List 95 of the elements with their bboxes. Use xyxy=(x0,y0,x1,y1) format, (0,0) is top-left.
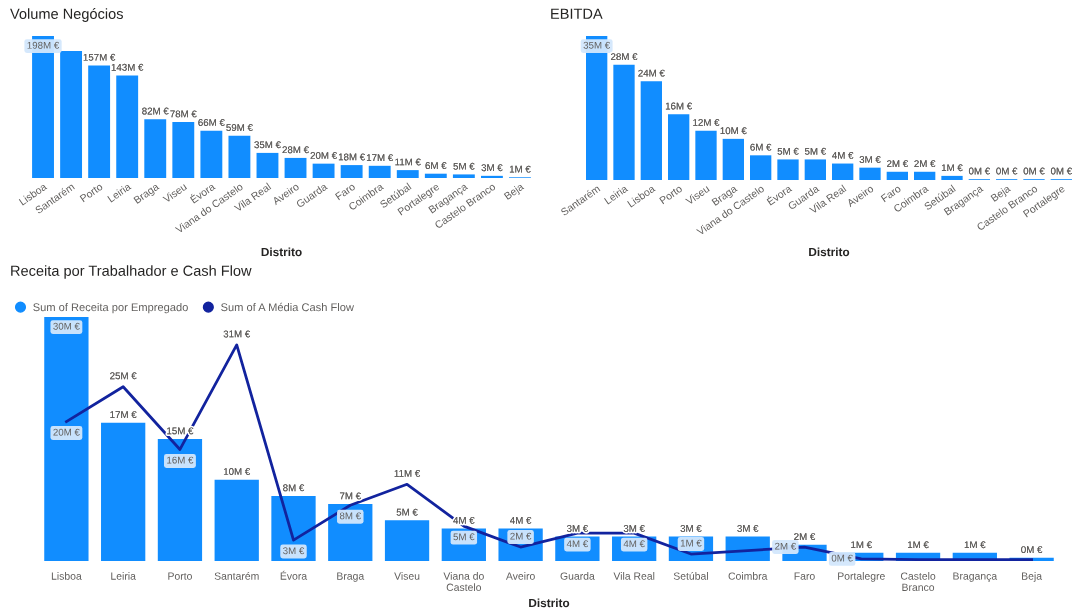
x-tick-label: Santarém xyxy=(214,571,259,580)
data-label: 3M € xyxy=(737,525,759,532)
data-label: 1M € xyxy=(509,165,531,173)
data-label: 3M € xyxy=(283,547,305,555)
data-label: 82M € xyxy=(142,107,169,115)
x-tick-label: Leiria xyxy=(111,572,136,580)
x-axis-title: Distrito xyxy=(261,247,302,257)
data-label: 16M € xyxy=(167,456,194,464)
x-tick-label: Lisboa xyxy=(51,572,82,580)
x-tick-label: Faro xyxy=(794,572,815,580)
data-label: 10M € xyxy=(720,127,747,135)
data-label: 59M € xyxy=(226,124,253,131)
data-label: 5M € xyxy=(396,508,418,516)
data-label: 24M € xyxy=(638,69,665,77)
data-label: 3M € xyxy=(566,525,589,532)
data-label: 11M € xyxy=(395,158,421,166)
x-tick-label: Porto xyxy=(168,572,192,580)
data-label: 2M € xyxy=(914,160,936,168)
legend-label: Sum of Receita por Empregado xyxy=(33,302,188,314)
chart-title: Receita por Trabalhador e Cash Flow xyxy=(11,265,252,279)
data-label: 4M € xyxy=(510,516,532,524)
data-label: 18M € xyxy=(338,153,366,161)
data-label: 0M € xyxy=(831,554,853,562)
data-label: 25M € xyxy=(110,372,137,380)
data-label: 4M € xyxy=(566,540,589,548)
x-tick-label: Viseu xyxy=(394,572,420,580)
data-label: 1M € xyxy=(941,164,963,172)
data-label: 2M € xyxy=(794,533,816,541)
data-label: 20M € xyxy=(53,428,80,436)
data-label: 12M € xyxy=(693,119,720,126)
data-label: 35M € xyxy=(254,141,281,149)
data-label: 1M € xyxy=(680,539,702,547)
data-label: 1M € xyxy=(851,541,872,549)
data-label: 3M € xyxy=(623,525,645,532)
x-tick-label: Vila Real xyxy=(613,572,655,580)
data-label: 78M € xyxy=(170,110,197,118)
data-label: 198M € xyxy=(27,41,60,49)
x-tick-label: Beja xyxy=(1022,572,1043,582)
data-label: 4M € xyxy=(623,540,645,548)
data-label: 6M € xyxy=(750,143,772,151)
data-label: 5M € xyxy=(453,533,475,541)
x-axis-title: Distrito xyxy=(529,598,570,608)
data-label: 2M € xyxy=(887,160,908,168)
data-label: 0M € xyxy=(1021,546,1043,554)
data-label: 3M € xyxy=(859,156,881,163)
data-label: 5M € xyxy=(804,147,826,155)
data-label: 28M € xyxy=(282,146,309,154)
data-label: 5M € xyxy=(777,147,799,155)
data-label: 1M € xyxy=(964,541,986,549)
legend-label: Sum of A Média Cash Flow xyxy=(221,302,354,312)
x-tick-label: Bragança xyxy=(953,572,998,582)
x-tick-label: Portalegre xyxy=(838,572,885,582)
x-axis-title: Distrito xyxy=(809,247,850,257)
data-label: 20M € xyxy=(310,152,337,159)
data-label: 7M € xyxy=(339,492,361,500)
data-label: 0M € xyxy=(1050,167,1072,175)
data-label: 66M € xyxy=(198,119,225,126)
data-label: 8M € xyxy=(339,512,361,520)
x-tick-label: Porto xyxy=(79,182,104,203)
x-tick-label: Beja xyxy=(503,182,526,202)
data-label: 10M € xyxy=(223,468,251,475)
data-label: 157M € xyxy=(83,53,116,61)
x-tick-label: Coimbra xyxy=(728,572,768,580)
data-label: 4M € xyxy=(832,151,854,159)
chart-title: Volume Negócios xyxy=(10,8,123,22)
data-label: 1M € xyxy=(907,541,929,549)
data-label: 2M € xyxy=(510,532,532,540)
data-label: 0M € xyxy=(968,167,990,175)
data-label: 5M € xyxy=(453,162,475,170)
x-tick-label: Setúbal xyxy=(673,571,708,580)
x-tick-label: Castelo Branco xyxy=(900,572,936,591)
data-label: 30M € xyxy=(53,322,80,330)
chart-title: EBITDA xyxy=(551,8,603,19)
data-label: 15M € xyxy=(167,427,194,435)
data-label: 2M € xyxy=(775,542,797,550)
data-label: 3M € xyxy=(481,164,503,172)
x-tick-label: Aveiro xyxy=(505,572,535,580)
data-label: 31M € xyxy=(223,330,251,338)
x-tick-label: Évora xyxy=(280,570,308,580)
data-label: 35M € xyxy=(583,41,611,49)
data-label: 28M € xyxy=(610,53,638,61)
data-label: 6M € xyxy=(425,162,447,169)
data-label: 8M € xyxy=(283,484,305,492)
data-label: 17M € xyxy=(110,411,137,419)
data-label: 3M € xyxy=(680,525,702,532)
data-label: 0M € xyxy=(1023,167,1045,175)
x-tick-label: Viana do Castelo xyxy=(443,572,484,591)
x-tick-label: Braga xyxy=(337,572,365,582)
x-tick-label: Guarda xyxy=(560,572,595,580)
data-label: 143M € xyxy=(111,63,144,71)
data-label: 0M € xyxy=(996,167,1018,175)
data-label: 17M € xyxy=(366,154,394,162)
x-tick-label: Porto xyxy=(659,184,683,205)
data-label: 11M € xyxy=(394,469,421,477)
data-label: 16M € xyxy=(665,102,693,110)
